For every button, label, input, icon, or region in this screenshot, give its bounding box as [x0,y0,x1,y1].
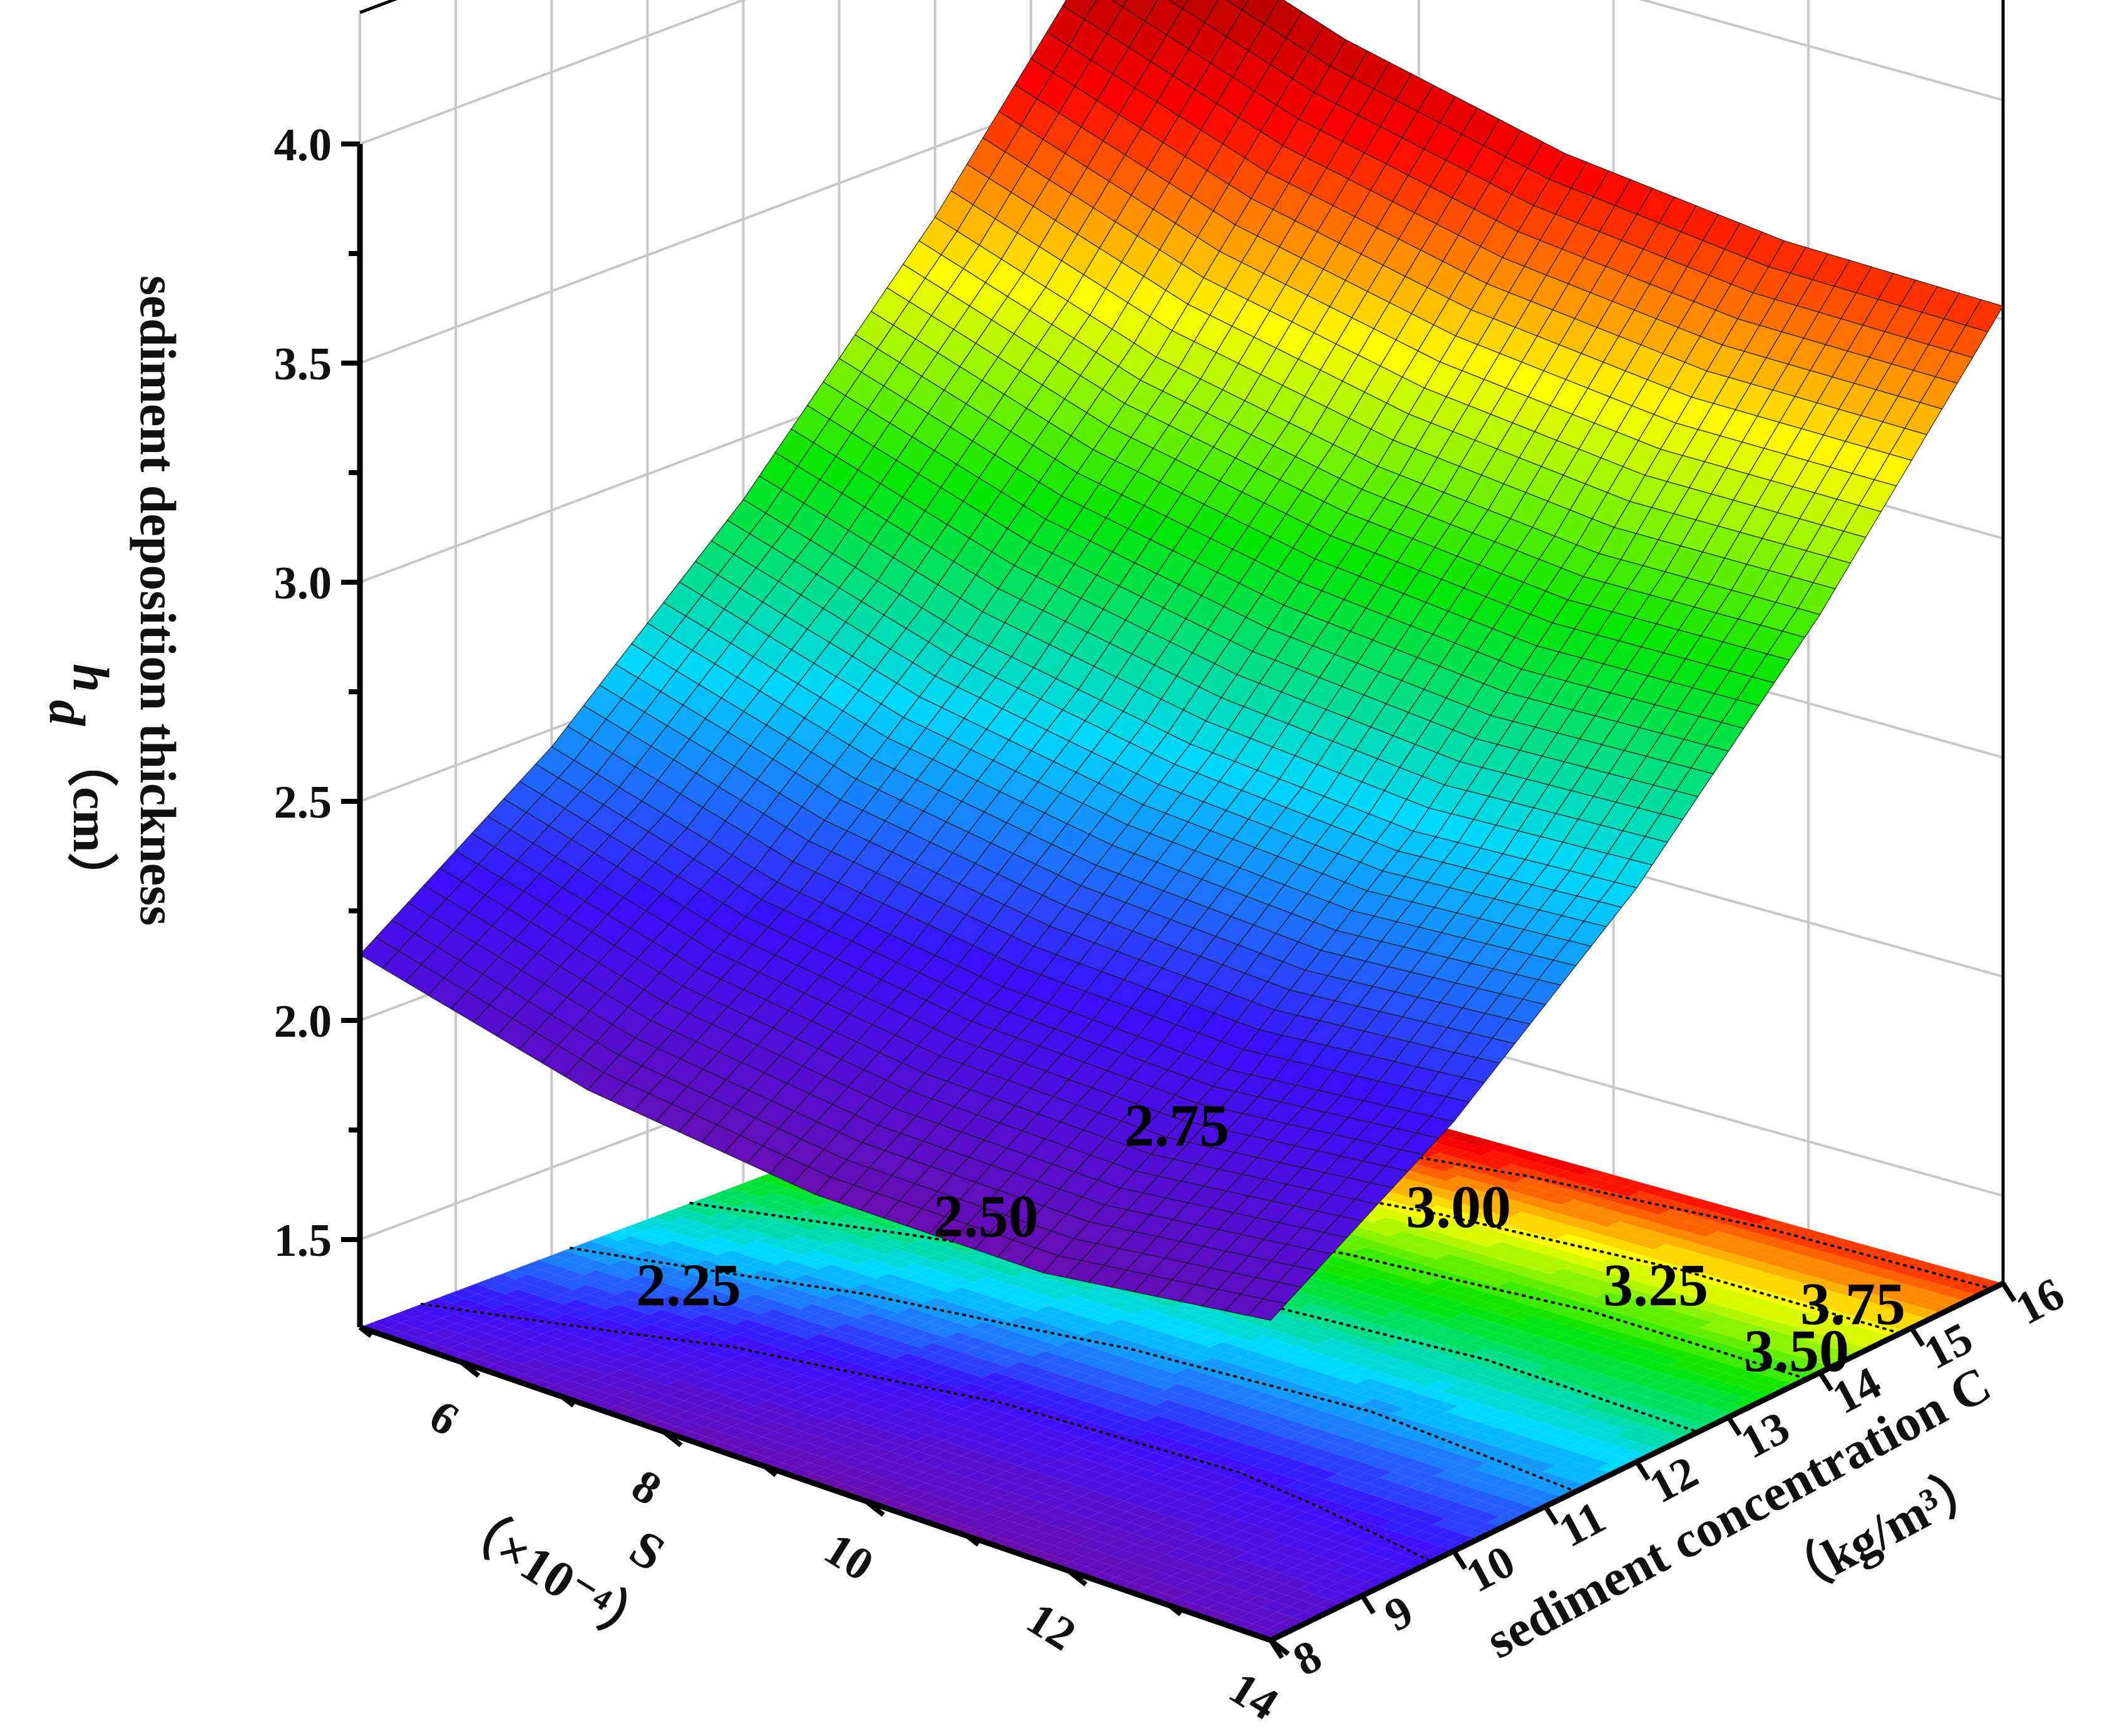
chart-svg: 1.52.02.53.03.54.06810121489101112131415… [0,0,2117,1733]
